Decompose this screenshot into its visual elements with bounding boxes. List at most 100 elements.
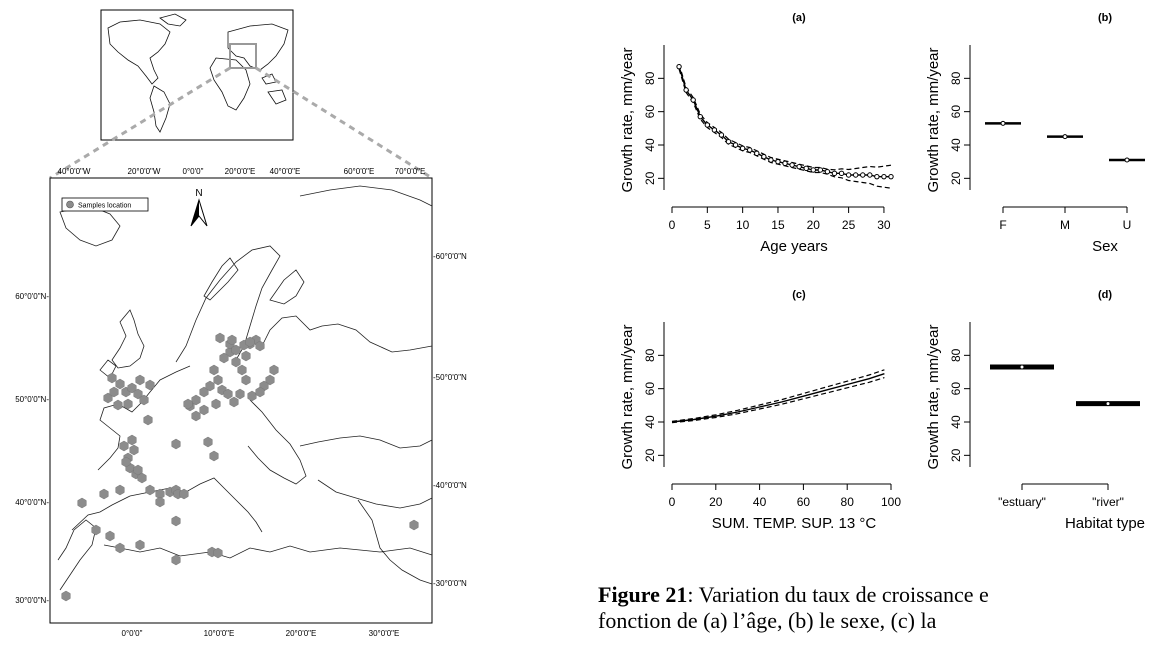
x-tick-label: 100 xyxy=(881,495,901,509)
data-point xyxy=(718,132,725,138)
y-axis-label: Growth rate, mm/year xyxy=(619,47,636,192)
panel-title: (b) xyxy=(1098,12,1112,24)
data-point xyxy=(732,142,739,148)
sample-point xyxy=(245,336,255,348)
data-point xyxy=(831,170,838,177)
lon-label: 20°0'0"E xyxy=(225,167,256,176)
data-point xyxy=(739,145,746,152)
europe-coastline xyxy=(57,185,433,591)
sample-point xyxy=(211,398,221,410)
x-tick-label: 40 xyxy=(753,495,767,509)
sample-point xyxy=(61,590,71,602)
x-axis-label: Habitat type xyxy=(1065,515,1145,532)
y-tick-label: 20 xyxy=(643,171,657,185)
data-point xyxy=(824,168,831,175)
series-line xyxy=(671,373,885,423)
x-tick-label: 80 xyxy=(841,495,855,509)
left-latitude-axis: 60°0'0"N- 50°0'0"N- 40°0'0"N- 30°0'0"N- xyxy=(15,292,49,605)
lon-label: 0°0'0" xyxy=(183,167,204,176)
data-point xyxy=(803,165,809,172)
legend-sample-marker xyxy=(66,200,74,209)
right-latitude-axis: -60°0'0"N -50°0'0"N -40°0'0"N -30°0'0"N xyxy=(433,252,467,588)
sample-point xyxy=(203,436,213,448)
x-axis-label: Age years xyxy=(760,238,828,255)
data-point xyxy=(747,147,753,153)
lon-label: 30°0'0"E xyxy=(369,629,400,638)
data-point xyxy=(683,87,689,93)
x-tick-label: "estuary" xyxy=(998,495,1046,509)
upper-ci-line xyxy=(678,64,892,171)
upper-ci-line xyxy=(671,369,885,422)
lon-label: 40°0'0"W xyxy=(58,167,91,176)
lat-label: 30°0'0"N- xyxy=(15,596,49,605)
panel-title: (c) xyxy=(792,289,806,301)
x-tick-label: 25 xyxy=(842,218,856,232)
sample-point xyxy=(209,364,219,376)
inset-frame xyxy=(100,9,294,141)
lat-label: 50°0'0"N- xyxy=(15,395,49,404)
y-tick-label: 40 xyxy=(949,138,963,152)
y-tick-label: 80 xyxy=(949,71,963,85)
sample-point xyxy=(191,394,201,406)
x-tick-label: 5 xyxy=(704,218,711,232)
panel-c: (c) 20 40 60 80 Growth rate, mm/year 0 20 40 60 80… xyxy=(619,289,901,532)
sample-point xyxy=(133,388,143,400)
world-landmass-outline xyxy=(107,13,289,133)
x-tick-label: M xyxy=(1060,218,1070,232)
lat-label: -40°0'0"N xyxy=(433,481,467,490)
x-tick-label: 60 xyxy=(797,495,811,509)
data-point xyxy=(768,157,774,163)
level-point xyxy=(1124,157,1130,163)
caption-label: Figure 21 xyxy=(598,582,688,607)
y-tick-label: 60 xyxy=(643,105,657,119)
legend-box xyxy=(61,197,149,212)
sample-point xyxy=(135,374,145,386)
level-point xyxy=(1105,401,1111,407)
sample-point xyxy=(171,554,181,566)
data-point xyxy=(874,173,880,180)
data-point xyxy=(852,172,859,178)
x-tick-label: 20 xyxy=(807,218,821,232)
panel-d: (d) 20 40 60 80 Growth rate, mm/year "estuary"… xyxy=(925,289,1145,532)
lon-label: 0°0'0" xyxy=(122,629,143,638)
world-inset-map xyxy=(100,9,294,141)
sample-point xyxy=(213,547,223,559)
lon-label: 10°0'0"E xyxy=(204,629,235,638)
sample-point xyxy=(129,444,139,456)
x-tick-label: 0 xyxy=(669,495,676,509)
sample-point xyxy=(109,386,119,398)
sample-point xyxy=(115,484,125,496)
data-point xyxy=(754,150,760,157)
north-arrow: N xyxy=(190,188,208,227)
x-tick-label: 20 xyxy=(709,495,723,509)
legend-label: Samples location xyxy=(78,203,131,210)
y-tick-label: 60 xyxy=(949,382,963,396)
x-tick-label: 10 xyxy=(736,218,750,232)
sample-point xyxy=(145,484,155,496)
sample-point xyxy=(121,456,131,468)
y-tick-label: 80 xyxy=(643,71,657,85)
sample-point xyxy=(237,364,247,376)
y-axis-label: Growth rate, mm/year xyxy=(619,324,636,469)
data-point xyxy=(817,167,824,173)
data-point xyxy=(711,127,718,133)
y-tick-label: 60 xyxy=(949,105,963,119)
data-point xyxy=(845,172,852,178)
sample-points xyxy=(61,332,419,602)
level-point xyxy=(1000,120,1006,126)
sample-point xyxy=(99,488,109,500)
panel-a: (a) 20 40 60 80 Growth rate, mm/year 0 5 10 15 20 2… xyxy=(619,12,894,255)
lon-label: 70°0'0"E xyxy=(395,167,426,176)
sample-point xyxy=(241,374,251,386)
data-point xyxy=(860,172,866,178)
zoom-area-box xyxy=(229,43,257,69)
sample-point xyxy=(223,388,233,400)
y-tick-label: 40 xyxy=(643,138,657,152)
panel-title: (a) xyxy=(792,12,806,24)
zoom-guide-left xyxy=(49,66,231,180)
caption-line2: fonction de (a) l’âge, (b) le sexe, (c) … xyxy=(598,608,937,633)
sample-point xyxy=(77,497,87,509)
sample-point xyxy=(227,334,237,346)
sample-point xyxy=(91,524,101,536)
